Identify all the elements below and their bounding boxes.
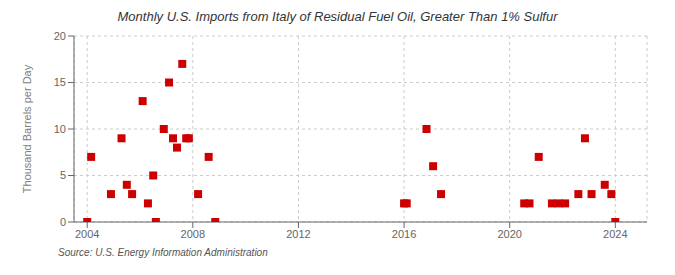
svg-text:0: 0 — [60, 216, 66, 228]
html-text:Monthly U.S. Imports from Ital: Monthly U.S. Imports from Italy of Resid… — [117, 9, 558, 24]
svg-text:2012: 2012 — [286, 228, 310, 240]
html-text:Source: U.S. Energy Informatio: Source: U.S. Energy Information Administ… — [58, 247, 268, 258]
svg-text:2024: 2024 — [603, 228, 627, 240]
svg-text:5: 5 — [60, 169, 66, 181]
svg-text:10: 10 — [54, 123, 66, 135]
svg-text:2016: 2016 — [392, 228, 416, 240]
svg-text:2004: 2004 — [75, 228, 99, 240]
svg-text:15: 15 — [54, 76, 66, 88]
svg-text:Thousand Barrels per Day: Thousand Barrels per Day — [21, 64, 33, 193]
svg-text:20: 20 — [54, 30, 66, 42]
svg-text:2020: 2020 — [497, 228, 521, 240]
svg-text:2008: 2008 — [181, 228, 205, 240]
